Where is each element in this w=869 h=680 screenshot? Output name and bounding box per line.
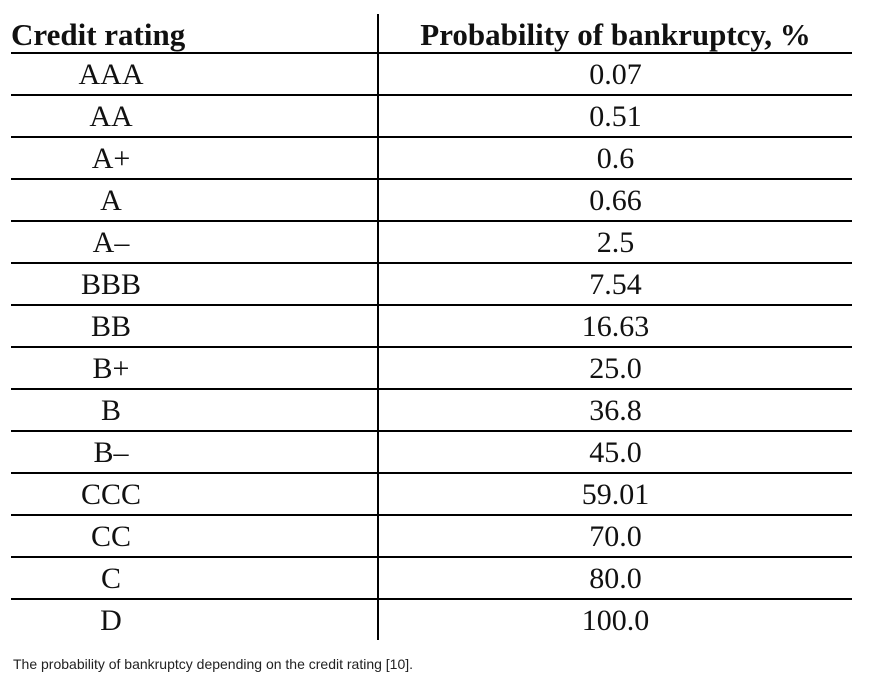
header-credit-rating: Credit rating	[11, 17, 186, 52]
cell-probability: 0.66	[589, 184, 642, 217]
cell-credit-rating: B+	[92, 352, 130, 385]
cell-credit-rating: CC	[90, 520, 132, 553]
cell-credit-rating: A	[100, 184, 122, 217]
cell-credit-rating: A–	[92, 226, 130, 259]
table-row: BBB 7.54	[11, 264, 852, 306]
table-row: B– 45.0	[11, 432, 852, 474]
table-row: A– 2.5	[11, 222, 852, 264]
table-row: B+ 25.0	[11, 348, 852, 390]
cell-credit-rating: CCC	[80, 478, 142, 511]
cell-credit-rating: A+	[91, 142, 131, 175]
table-row: D 100.0	[11, 600, 852, 642]
table-row: AAA 0.07	[11, 54, 852, 96]
cell-credit-rating: AA	[89, 100, 133, 133]
table-row: C 80.0	[11, 558, 852, 600]
cell-credit-rating: BBB	[80, 268, 142, 301]
cell-probability: 80.0	[589, 562, 642, 595]
cell-credit-rating: BB	[90, 310, 132, 343]
table-row: BB 16.63	[11, 306, 852, 348]
table-body: AAA 0.07 AA 0.51 A+ 0.6 A 0.66 A– 2.5 BBB 7.54 BB 16.…	[11, 54, 852, 642]
cell-probability: 59.01	[581, 478, 650, 511]
table-row: B 36.8	[11, 390, 852, 432]
cell-credit-rating: B	[100, 394, 121, 427]
table-caption: The probability of bankruptcy depending …	[13, 656, 414, 672]
cell-probability: 45.0	[589, 436, 642, 469]
table-row: CC 70.0	[11, 516, 852, 558]
table-row: A 0.66	[11, 180, 852, 222]
table-row: AA 0.51	[11, 96, 852, 138]
cell-probability: 16.63	[581, 310, 650, 343]
table-row: A+ 0.6	[11, 138, 852, 180]
cell-probability: 25.0	[589, 352, 642, 385]
cell-credit-rating: C	[100, 562, 121, 595]
table-row: CCC 59.01	[11, 474, 852, 516]
cell-credit-rating: AAA	[78, 58, 144, 91]
cell-credit-rating: D	[100, 604, 122, 637]
cell-probability: 0.6	[596, 142, 635, 175]
table-header-row: Credit rating Probability of bankruptcy,…	[11, 14, 852, 54]
cell-probability: 0.51	[589, 100, 642, 133]
cell-probability: 100.0	[581, 604, 650, 637]
cell-probability: 70.0	[589, 520, 642, 553]
cell-probability: 0.07	[589, 58, 642, 91]
header-probability: Probability of bankruptcy, %	[420, 17, 811, 52]
column-divider	[377, 14, 379, 640]
cell-probability: 2.5	[596, 226, 635, 259]
cell-probability: 36.8	[589, 394, 642, 427]
credit-rating-table: Credit rating Probability of bankruptcy,…	[11, 14, 852, 640]
cell-credit-rating: B–	[93, 436, 129, 469]
cell-probability: 7.54	[589, 268, 642, 301]
